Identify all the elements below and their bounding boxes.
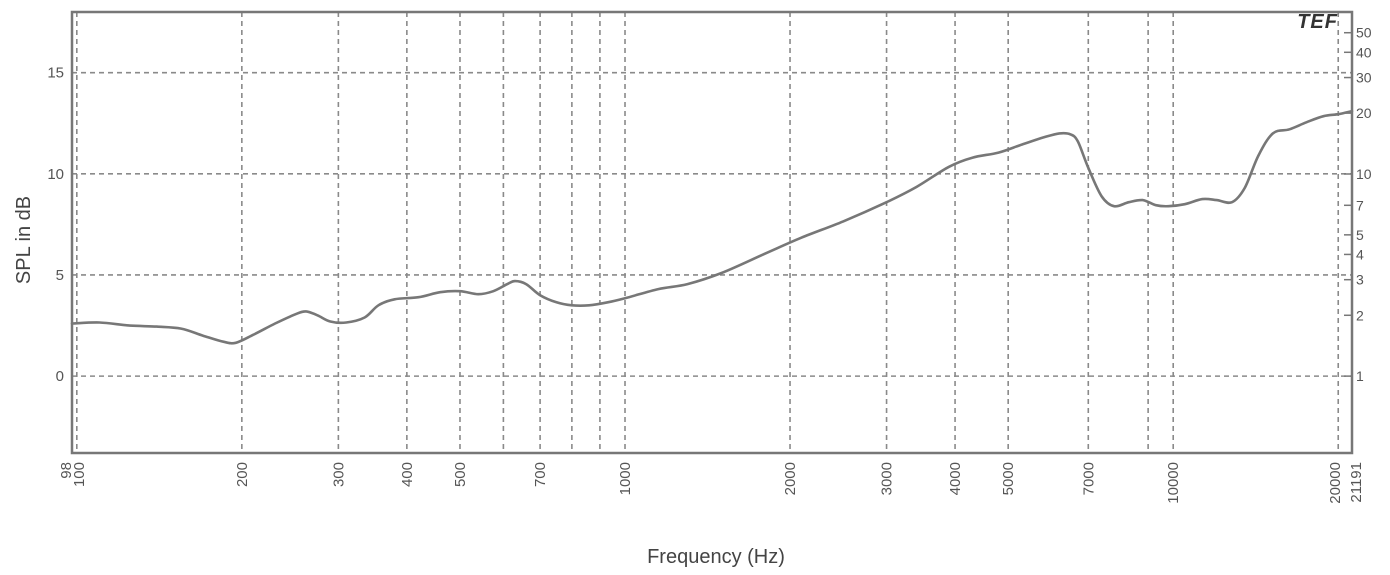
x-tick-label: 7000 bbox=[1080, 462, 1097, 495]
x-tick-label: 1000 bbox=[617, 462, 634, 495]
right-tick-label: 10 bbox=[1356, 166, 1372, 182]
right-tick-label: 30 bbox=[1356, 70, 1372, 86]
x-tick-label: 3000 bbox=[879, 462, 896, 495]
right-tick-label: 7 bbox=[1356, 197, 1364, 213]
x-tick-label: 4000 bbox=[947, 462, 964, 495]
y-axis-label: SPL in dB bbox=[13, 196, 35, 284]
right-tick-label: 50 bbox=[1356, 25, 1372, 41]
right-tick-label: 5 bbox=[1356, 227, 1364, 243]
x-tick-label: 5000 bbox=[1000, 462, 1017, 495]
y-axis-ticks: 0 5 10 15 bbox=[47, 65, 64, 385]
x-tick-label: 100 bbox=[71, 462, 88, 487]
y-tick-label: 10 bbox=[47, 166, 64, 183]
right-tick-label: 2 bbox=[1356, 307, 1364, 323]
right-tick-label: 40 bbox=[1356, 44, 1372, 60]
series-line bbox=[70, 109, 1354, 345]
right-tick-label: 4 bbox=[1356, 246, 1364, 262]
x-tick-label: 400 bbox=[399, 462, 416, 487]
right-tick-label: 20 bbox=[1356, 105, 1372, 121]
x-tick-label: 300 bbox=[330, 462, 347, 487]
y-tick-label: 5 bbox=[56, 267, 64, 284]
y-tick-label: 0 bbox=[56, 368, 64, 385]
x-tick-label: 98 bbox=[58, 462, 75, 479]
y-tick-label: 15 bbox=[47, 65, 64, 82]
x-tick-label: 2000 bbox=[782, 462, 799, 495]
x-tick-label: 500 bbox=[452, 462, 469, 487]
x-axis-label: Frequency (Hz) bbox=[647, 546, 785, 568]
right-axis-ticks: 1 2 3 4 5 7 10 20 30 40 50 bbox=[1344, 25, 1372, 384]
x-tick-label: 10000 bbox=[1165, 462, 1182, 504]
right-tick-label: 1 bbox=[1356, 368, 1364, 384]
x-tick-label: 700 bbox=[532, 462, 549, 487]
grid-lines bbox=[72, 12, 1352, 453]
x-tick-label: 21191 bbox=[1348, 462, 1365, 503]
x-tick-label: 200 bbox=[234, 462, 251, 487]
right-tick-label: 3 bbox=[1356, 272, 1364, 288]
tef-logo: TEF bbox=[1297, 11, 1338, 33]
plot-frame bbox=[70, 10, 1354, 455]
x-tick-label: 20000 bbox=[1327, 462, 1344, 504]
